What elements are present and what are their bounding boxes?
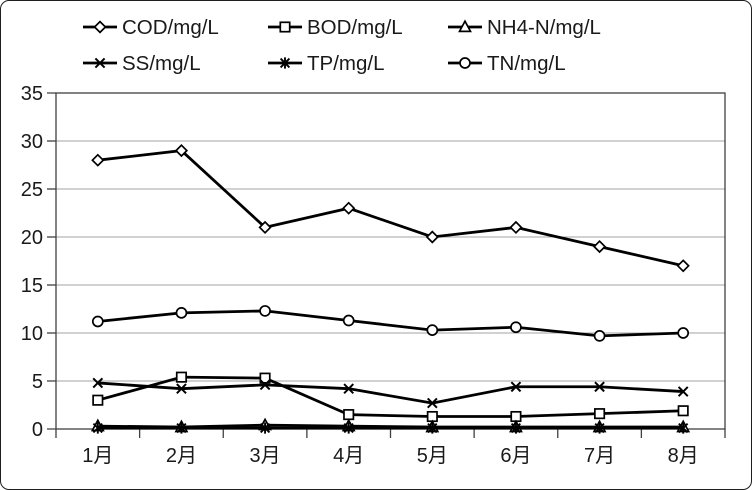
legend-label: COD/mg/L bbox=[122, 16, 219, 39]
y-tick-label: 30 bbox=[21, 131, 43, 153]
y-tick-label: 20 bbox=[21, 227, 43, 249]
x-axis-labels: 1月 2月 3月 4月 5月 6月 7月 8月 bbox=[82, 445, 699, 467]
legend-label: SS/mg/L bbox=[122, 52, 201, 75]
x-tick-label: 1月 bbox=[82, 445, 113, 467]
series-ss-mg-l bbox=[92, 377, 689, 409]
y-tick-label: 10 bbox=[21, 323, 43, 345]
series-cod-mg-l bbox=[91, 143, 690, 273]
legend-item-bod-mg-l: BOD/mg/L bbox=[268, 16, 403, 39]
gridlines bbox=[56, 140, 725, 382]
series-bod-mg-l bbox=[92, 371, 689, 423]
x-tick-label: 5月 bbox=[417, 445, 448, 467]
y-axis-labels: 0 5 10 15 20 25 30 35 bbox=[21, 83, 43, 441]
y-tick-label: 35 bbox=[21, 83, 43, 105]
legend-label: NH4-N/mg/L bbox=[487, 16, 601, 39]
legend-item-cod-mg-l: COD/mg/L bbox=[83, 16, 219, 39]
legend: COD/mg/L BOD/mg/L NH4-N/mg/L SS/mg/L TP/mg/L… bbox=[83, 16, 601, 75]
x-tick-label: 6月 bbox=[500, 445, 531, 467]
y-tick-label: 5 bbox=[32, 371, 43, 393]
legend-item-tp-mg-l: TP/mg/L bbox=[268, 52, 384, 75]
legend-label: BOD/mg/L bbox=[307, 16, 403, 39]
x-tick-label: 7月 bbox=[584, 445, 615, 467]
x-tick-label: 4月 bbox=[333, 445, 364, 467]
x-tick-label: 3月 bbox=[250, 445, 281, 467]
y-tick-label: 15 bbox=[21, 275, 43, 297]
legend-label: TP/mg/L bbox=[307, 52, 384, 75]
series-tn-mg-l bbox=[91, 305, 690, 342]
x-tick-label: 8月 bbox=[668, 445, 699, 467]
y-tick-label: 25 bbox=[21, 179, 43, 201]
legend-item-nh4-n-mg-l: NH4-N/mg/L bbox=[448, 16, 601, 39]
legend-item-ss-mg-l: SS/mg/L bbox=[83, 52, 201, 75]
y-tick-label: 0 bbox=[32, 419, 43, 441]
x-tick-label: 2月 bbox=[166, 445, 197, 467]
series-tp-mg-l bbox=[92, 422, 689, 434]
legend-item-tn-mg-l: TN/mg/L bbox=[448, 52, 566, 75]
legend-label: TN/mg/L bbox=[487, 52, 566, 75]
